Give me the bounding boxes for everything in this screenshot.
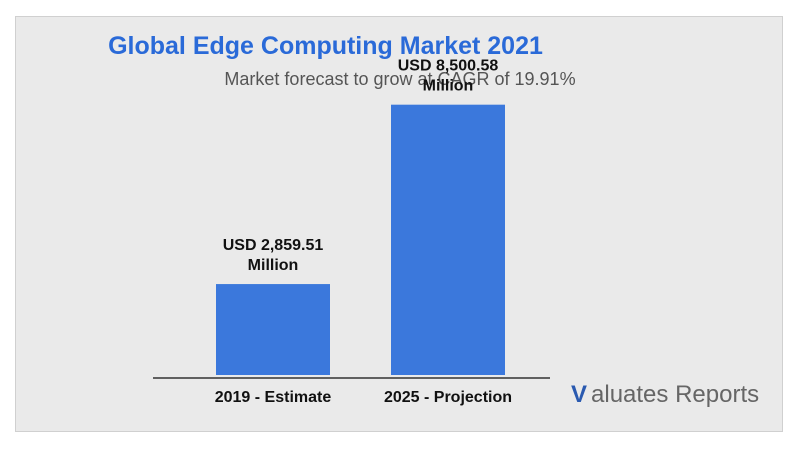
- chart-frame: Global Edge Computing Market 2021 Market…: [15, 16, 783, 432]
- chart-title: Global Edge Computing Market 2021: [108, 32, 543, 60]
- bar-0: [216, 284, 330, 375]
- bar-value-label-0-line-1: Million: [248, 257, 299, 274]
- logo-text: aluates Reports: [591, 381, 760, 408]
- chart-subtitle: Market forecast to grow at CAGR of 19.91…: [224, 69, 576, 89]
- logo-v-mark: V: [571, 381, 588, 408]
- category-label-1: 2025 - Projection: [384, 389, 512, 406]
- bar-value-label-0-line-0: USD 2,859.51: [223, 237, 324, 254]
- bar-value-label-1-line-1: Million: [423, 78, 474, 95]
- bar-value-label-1-line-0: USD 8,500.58: [398, 58, 499, 75]
- category-label-0: 2019 - Estimate: [215, 389, 332, 406]
- bar-chart: USD 2,859.51 Million 2019 - Estimate USD 8,…: [153, 58, 550, 406]
- bar-1: [391, 104, 505, 376]
